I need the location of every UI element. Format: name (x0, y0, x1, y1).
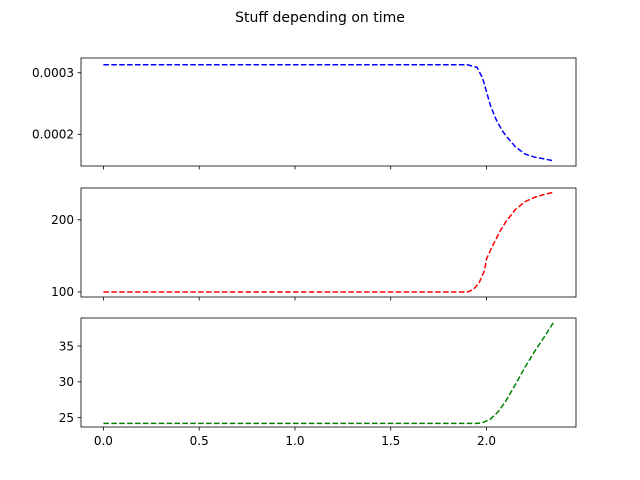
y-tick-label-bottom: 35 (59, 339, 74, 353)
subplot-top: 0.0002 0.0003 (32, 57, 577, 170)
y-tick-label-top: 0.0002 (32, 128, 74, 142)
axes-frame-bottom (80, 317, 577, 428)
x-tick-label: 1.0 (285, 434, 304, 448)
subplot-bottom: 25 30 35 0.0 0.5 1.0 1.5 2.0 (59, 317, 577, 448)
series-line-bottom (103, 321, 555, 425)
x-tick-label: 1.5 (381, 434, 400, 448)
axes-frame-top (80, 57, 577, 167)
y-tick-label-bottom: 25 (59, 411, 74, 425)
y-tick-label-middle: 200 (51, 213, 74, 227)
x-tick-label: 0.5 (190, 434, 209, 448)
chart-title: Stuff depending on time (235, 10, 405, 26)
y-tick-label-middle: 100 (51, 285, 74, 299)
axes-frame-middle (80, 187, 577, 298)
x-tick-label: 0.0 (94, 434, 113, 448)
y-tick-label-top: 0.0003 (32, 66, 74, 80)
series-line-top (103, 64, 554, 162)
subplots: 0.0002 0.0003 100 200 25 30 35 0.0 0.5 1.0 1.5 2.0 (32, 57, 577, 448)
x-tick-label: 2.0 (477, 434, 496, 448)
series-line-middle (103, 191, 554, 293)
y-tick-label-bottom: 30 (59, 375, 74, 389)
subplot-middle: 100 200 (51, 187, 577, 301)
